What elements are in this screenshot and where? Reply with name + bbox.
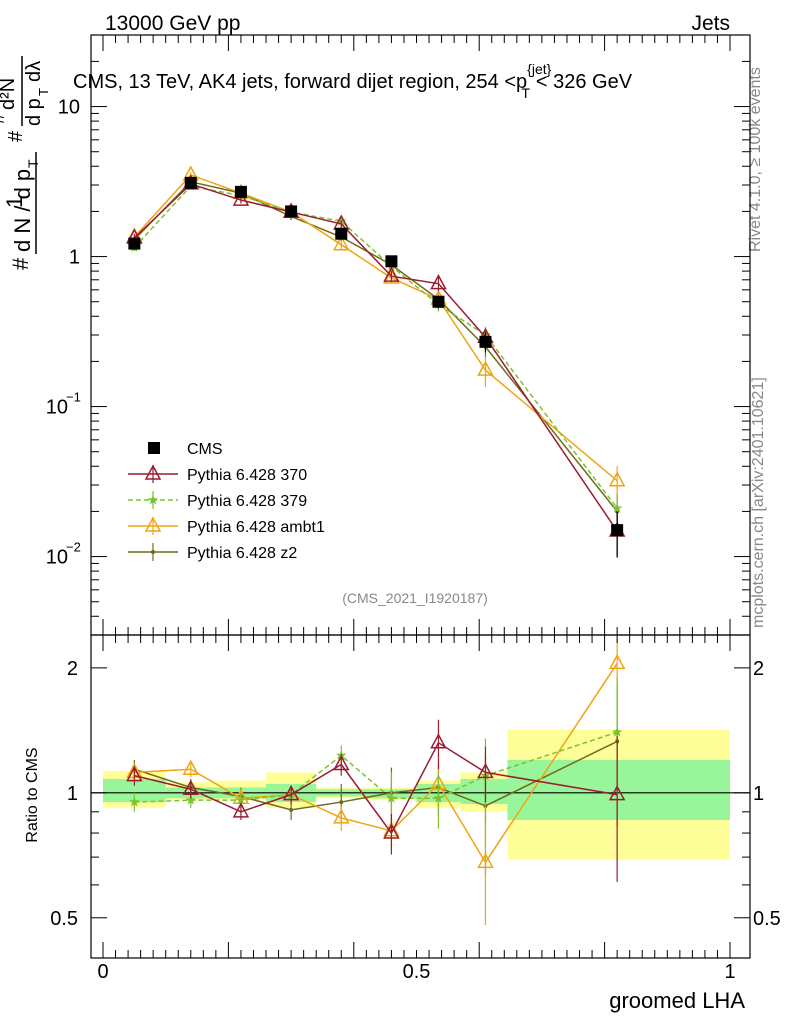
svg-text:#: #	[0, 112, 9, 124]
legend-label-pythia-6-428-ambt1: Pythia 6.428 ambt1	[187, 519, 325, 536]
main-point-cms	[234, 185, 247, 198]
main-title-sub: T	[521, 85, 530, 101]
main-y-tick-label: 10	[58, 97, 80, 119]
svg-text:#: #	[8, 257, 33, 270]
main-point-cms	[479, 335, 492, 348]
main-series-group	[126, 165, 626, 558]
main-title-sup: {jet}	[527, 61, 551, 77]
ratio-point-pythia-6-428-379	[611, 726, 623, 737]
ratio-point-pythia-6-428-370	[182, 779, 200, 796]
x-tick-label: 1	[724, 961, 735, 983]
category-label: Jets	[691, 12, 730, 35]
legend: CMS Pythia 6.428 370 Pythia 6.428 379 Pythi…	[128, 441, 325, 562]
ratio-point-pythia-6-428-z2	[289, 807, 294, 812]
legend-label-pythia-6-428-370: Pythia 6.428 370	[187, 467, 307, 484]
ratio-point-pythia-6-428-370	[282, 785, 300, 801]
mcplots-label: mcplots.cern.ch [arXiv:2401.10621]	[750, 377, 767, 628]
main-title-tail: < 326 GeV	[536, 71, 633, 93]
main-point-pythia-6-428-370	[232, 190, 250, 206]
ratio-band-inner	[460, 778, 508, 804]
ratio-band-inner	[103, 778, 166, 803]
svg-text:d p: d p	[23, 98, 45, 126]
ratio-point-pythia-6-428-370	[477, 762, 494, 779]
main-y-tick-label: 1	[69, 247, 80, 269]
main-point-pythia-6-428-ambt1	[608, 471, 626, 487]
legend-label-pythia-6-428-379: Pythia 6.428 379	[187, 493, 307, 510]
main-point-cms	[184, 176, 197, 189]
energy-label: 13000 GeV pp	[105, 12, 240, 35]
ratio-point-pythia-6-428-370	[333, 754, 350, 771]
ratio-point-pythia-6-428-370	[430, 733, 447, 749]
main-y-tick-exponent: −1	[66, 390, 81, 405]
svg-text:1: 1	[2, 196, 27, 208]
ratio-y-tick-label-right: 0.5	[753, 908, 781, 930]
main-title-text: CMS, 13 TeV, AK4 jets, forward dijet reg…	[73, 71, 527, 93]
ratio-y-tick-label-right: 2	[753, 658, 764, 680]
main-point-cms	[611, 524, 624, 537]
main-point-pythia-6-428-370	[430, 274, 447, 290]
ratio-series-pythia-6-428-370	[126, 719, 626, 882]
legend-marker-cms	[148, 442, 160, 454]
legend-marker-pythia-6-428-379	[147, 494, 159, 505]
svg-text:d²N: d²N	[0, 78, 19, 110]
ratio-point-pythia-6-428-ambt1	[333, 808, 350, 824]
ratio-point-pythia-6-428-z2	[339, 800, 344, 805]
ratio-point-pythia-6-428-370	[232, 802, 250, 818]
main-point-pythia-6-428-ambt1	[333, 235, 350, 251]
svg-text:dλ: dλ	[23, 61, 45, 82]
main-point-pythia-6-428-370	[383, 266, 400, 282]
ratio-point-pythia-6-428-ambt1	[608, 653, 626, 670]
svg-text:T: T	[36, 88, 51, 96]
svg-text:T: T	[25, 159, 41, 168]
main-title: CMS, 13 TeV, AK4 jets, forward dijet reg…	[73, 61, 633, 101]
main-y-tick-label: 10	[46, 397, 68, 419]
main-point-pythia-6-428-ambt1	[477, 360, 494, 376]
ratio-bands	[103, 729, 730, 860]
main-point-cms	[385, 255, 398, 268]
ratio-point-pythia-6-428-379	[386, 792, 397, 803]
main-series-cms	[128, 176, 624, 557]
svg-text:#: #	[5, 130, 27, 142]
main-point-cms	[335, 227, 348, 240]
x-tick-label: 0.5	[403, 961, 431, 983]
legend-marker-pythia-6-428-370	[144, 464, 162, 480]
ratio-point-pythia-6-428-370	[608, 785, 626, 801]
ratio-y-tick-label: 2	[67, 658, 78, 680]
ratio-y-tick-label-right: 1	[753, 783, 764, 805]
ratio-series-group	[126, 638, 626, 926]
ratio-point-pythia-6-428-370	[383, 823, 400, 839]
ratio-point-pythia-6-428-379	[235, 794, 247, 805]
main-line-pythia-6-428-z2	[133, 180, 618, 512]
ratio-point-pythia-6-428-379	[185, 794, 196, 805]
ratio-point-pythia-6-428-370	[126, 766, 143, 782]
main-y-tick-exponent: −2	[66, 540, 81, 555]
ratio-y-tick-label: 0.5	[50, 908, 78, 930]
main-point-cms	[432, 295, 445, 308]
main-line-pythia-6-428-379	[133, 185, 618, 509]
ratio-ylabel: Ratio to CMS	[24, 747, 41, 842]
ratio-y-tick-label: 1	[67, 783, 78, 805]
ratio-plot-frame	[90, 634, 751, 959]
ratio-point-pythia-6-428-379	[433, 792, 444, 803]
main-line-pythia-6-428-ambt1	[133, 174, 618, 482]
legend-label-cms: CMS	[187, 441, 223, 458]
main-point-pythia-6-428-379	[611, 502, 623, 513]
legend-marker-pythia-6-428-z2	[151, 550, 155, 554]
x-tick-label: 0	[97, 961, 108, 983]
legend-label-pythia-6-428-z2: Pythia 6.428 z2	[187, 545, 297, 562]
ratio-point-pythia-6-428-ambt1	[477, 852, 494, 869]
svg-text:d N / d p: d N / d p	[10, 169, 35, 252]
rivet-version-label: Rivet 4.1.0, ≥ 100k events	[747, 67, 764, 252]
ratio-point-pythia-6-428-ambt1	[182, 759, 200, 775]
main-point-cms	[285, 205, 298, 218]
main-ylabel: # d N / d p T 1 # d p T dλ d²N #	[0, 56, 51, 270]
x-axis-label: groomed LHA	[609, 988, 745, 1013]
analysis-id-watermark: (CMS_2021_I1920187)	[342, 590, 488, 606]
main-y-tick-label: 10	[46, 547, 68, 569]
main-point-cms	[128, 237, 141, 250]
legend-marker-pythia-6-428-ambt1	[144, 516, 162, 532]
ratio-point-pythia-6-428-379	[129, 796, 140, 807]
